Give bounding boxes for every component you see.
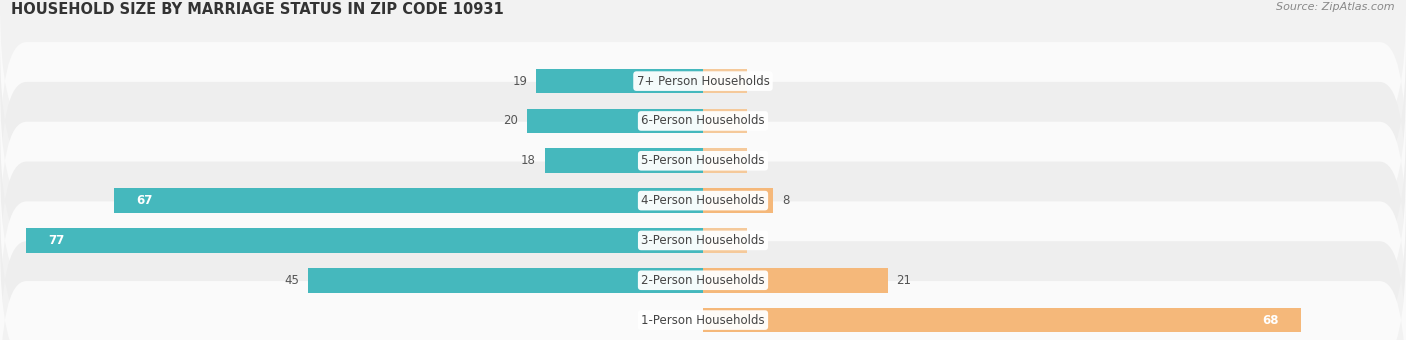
Text: HOUSEHOLD SIZE BY MARRIAGE STATUS IN ZIP CODE 10931: HOUSEHOLD SIZE BY MARRIAGE STATUS IN ZIP… (11, 2, 503, 17)
Bar (527, 108, 703, 133)
Text: 20: 20 (503, 115, 519, 128)
Text: 4-Person Households: 4-Person Households (641, 194, 765, 207)
Text: 21: 21 (897, 274, 911, 287)
Bar (546, 149, 703, 173)
Text: 1-Person Households: 1-Person Households (641, 313, 765, 327)
Bar (703, 188, 773, 213)
Text: 3-Person Households: 3-Person Households (641, 234, 765, 247)
Bar (536, 69, 703, 94)
Text: Source: ZipAtlas.com: Source: ZipAtlas.com (1277, 2, 1395, 12)
Bar (703, 268, 887, 293)
Text: 6-Person Households: 6-Person Households (641, 115, 765, 128)
FancyBboxPatch shape (0, 200, 1406, 340)
FancyBboxPatch shape (0, 120, 1406, 281)
FancyBboxPatch shape (0, 1, 1406, 162)
Bar (703, 308, 1301, 333)
FancyBboxPatch shape (0, 40, 1406, 201)
Bar (703, 149, 747, 173)
Text: 7+ Person Households: 7+ Person Households (637, 74, 769, 88)
Text: 8: 8 (782, 194, 789, 207)
Text: 0: 0 (756, 74, 763, 88)
Text: 68: 68 (1263, 313, 1278, 327)
Text: 0: 0 (756, 234, 763, 247)
Text: 0: 0 (756, 115, 763, 128)
Bar (114, 188, 703, 213)
Text: 2-Person Households: 2-Person Households (641, 274, 765, 287)
FancyBboxPatch shape (0, 240, 1406, 340)
Text: 67: 67 (136, 194, 153, 207)
Text: 19: 19 (512, 74, 527, 88)
Text: 5-Person Households: 5-Person Households (641, 154, 765, 167)
Bar (27, 228, 703, 253)
Bar (703, 228, 747, 253)
Bar (308, 268, 703, 293)
Text: 77: 77 (48, 234, 65, 247)
FancyBboxPatch shape (0, 80, 1406, 241)
Text: 18: 18 (522, 154, 536, 167)
Bar (703, 108, 747, 133)
Text: 0: 0 (756, 154, 763, 167)
Text: 45: 45 (284, 274, 299, 287)
FancyBboxPatch shape (0, 160, 1406, 321)
Bar (703, 69, 747, 94)
